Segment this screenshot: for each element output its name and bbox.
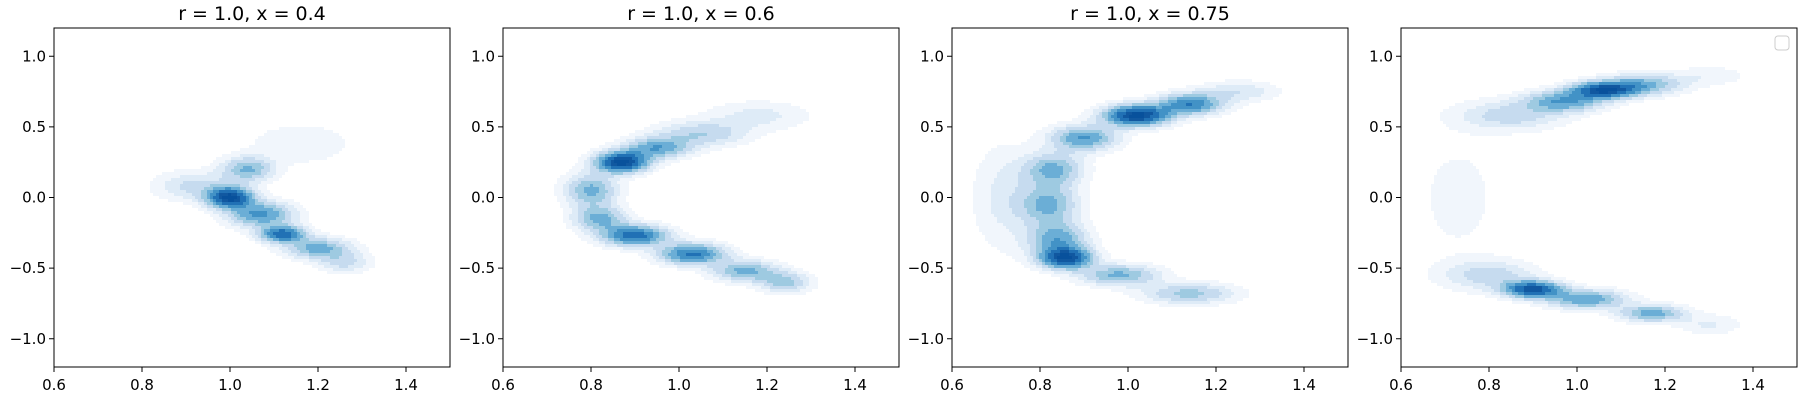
subplot-1: 0.6 0.8 1.0 1.2 1.4 1.0 0.5 0.0 −0.5 −1.0 r = 1.0,… xyxy=(10,3,451,394)
x-tick-label: 0.8 xyxy=(1477,376,1501,394)
y-tick-label: −1.0 xyxy=(10,330,46,348)
subplot-3: 0.6 0.8 1.0 1.2 1.4 1.0 0.5 0.0 −0.5 −1.0 r = 1.0,… xyxy=(908,3,1349,394)
x-tick-label: 1.4 xyxy=(1292,376,1316,394)
legend-box xyxy=(1774,35,1790,51)
subplot-title: r = 1.0, x = 0.75 xyxy=(1070,3,1230,25)
subplot-2: 0.6 0.8 1.0 1.2 1.4 1.0 0.5 0.0 −0.5 −1.0 r = 1.0,… xyxy=(459,3,900,394)
x-tick-label: 0.6 xyxy=(1389,376,1413,394)
y-tick-label: −0.5 xyxy=(459,259,495,277)
y-tick-label: −0.5 xyxy=(10,259,46,277)
x-tick-label: 1.4 xyxy=(843,376,867,394)
y-tick-label: 0.0 xyxy=(22,189,46,207)
contour-level-7 xyxy=(1048,103,1192,265)
x-tick-label: 1.2 xyxy=(755,376,779,394)
x-tick-label: 1.2 xyxy=(1653,376,1677,394)
x-tick-label: 1.0 xyxy=(1116,376,1140,394)
contour-level-9 xyxy=(222,193,237,202)
y-tick-label: 0.5 xyxy=(22,118,46,136)
y-tick-label: 0.0 xyxy=(1369,189,1393,207)
x-tick-label: 1.2 xyxy=(1204,376,1228,394)
y-tick-label: 1.0 xyxy=(1369,47,1393,65)
y-tick-label: 0.5 xyxy=(1369,118,1393,136)
y-tick-label: 0.0 xyxy=(471,189,495,207)
y-tick-label: −1.0 xyxy=(459,330,495,348)
x-tick-label: 0.6 xyxy=(940,376,964,394)
y-tick-label: −1.0 xyxy=(908,330,944,348)
contour-level-9 xyxy=(614,160,629,166)
x-tick-label: 0.6 xyxy=(42,376,66,394)
y-tick-label: 0.0 xyxy=(920,189,944,207)
x-tick-label: 1.0 xyxy=(667,376,691,394)
y-tick-label: −1.0 xyxy=(1357,330,1393,348)
x-tick-label: 0.8 xyxy=(130,376,154,394)
x-tick-label: 0.8 xyxy=(579,376,603,394)
x-tick-label: 1.0 xyxy=(1565,376,1589,394)
subplot-4: 0.6 0.8 1.0 1.2 1.4 1.0 0.5 0.0 −0.5 −1.0 xyxy=(1357,27,1798,394)
x-tick-label: 1.4 xyxy=(1741,376,1765,394)
contour-level-5 xyxy=(207,166,333,253)
contour-level-5 xyxy=(1036,97,1213,277)
y-tick-label: 1.0 xyxy=(22,47,46,65)
contour-level-9 xyxy=(1596,88,1617,94)
x-tick-label: 1.4 xyxy=(394,376,418,394)
x-tick-label: 0.6 xyxy=(491,376,515,394)
x-tick-label: 0.8 xyxy=(1028,376,1052,394)
density-contours xyxy=(1428,67,1740,334)
subplot-title: r = 1.0, x = 0.4 xyxy=(178,3,326,25)
x-tick-label: 1.2 xyxy=(306,376,330,394)
density-contours xyxy=(554,100,818,295)
y-tick-label: 0.5 xyxy=(920,118,944,136)
y-tick-label: −0.5 xyxy=(1357,259,1393,277)
y-tick-label: 1.0 xyxy=(920,47,944,65)
density-contours xyxy=(973,79,1282,307)
density-contours xyxy=(150,127,375,274)
subplot-title: r = 1.0, x = 0.6 xyxy=(627,3,775,25)
y-tick-label: −0.5 xyxy=(908,259,944,277)
contour-level-6 xyxy=(602,145,710,259)
y-tick-label: 0.5 xyxy=(471,118,495,136)
x-tick-label: 1.0 xyxy=(218,376,242,394)
y-tick-label: 1.0 xyxy=(471,47,495,65)
